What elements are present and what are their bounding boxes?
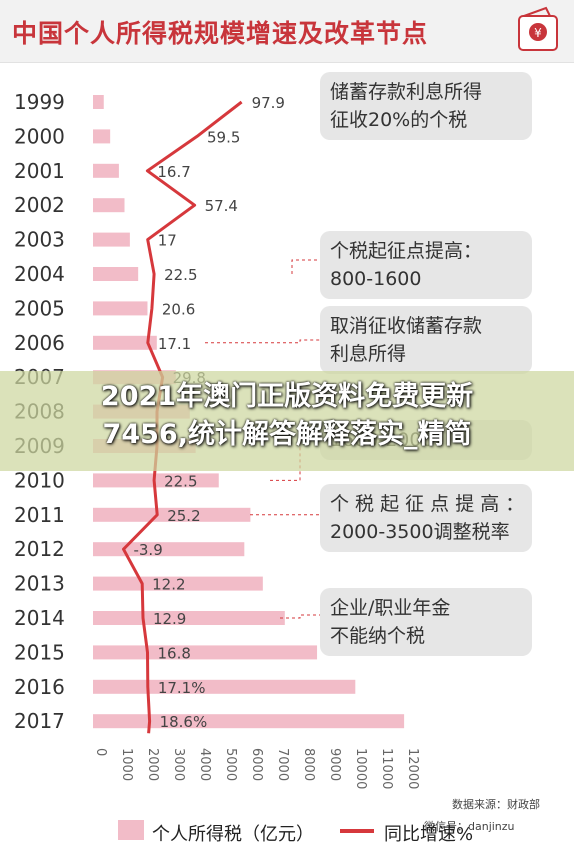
note-2014: 企业/职业年金 不能纳个税: [320, 588, 532, 656]
bar-2017: [93, 714, 405, 729]
y-tick-label: 2001: [14, 159, 65, 183]
data-label-2015: 16.8: [157, 644, 190, 662]
data-source: 数据来源：财政部: [452, 798, 540, 811]
banner-text: 2021年澳门正版资料免费更新 7456,统计解答解释落实_精简: [0, 378, 574, 454]
bar-2003: [93, 232, 130, 247]
bar-2001: [93, 163, 119, 178]
y-tick-label: 2010: [14, 468, 65, 492]
data-label-2013: 12.2: [152, 576, 185, 594]
header: 中国个人所得税规模增速及改革节点 ¥: [0, 0, 574, 63]
data-label-1999: 97.9: [252, 94, 285, 112]
x-tick-label: 4000: [197, 748, 212, 781]
data-label-2016: 17.1%: [158, 679, 206, 697]
data-label-2002: 57.4: [205, 197, 238, 215]
x-tick-label: 11000: [379, 748, 394, 789]
bar-2015: [93, 645, 318, 660]
wechat-id: 微信号：danjinzu: [424, 820, 515, 833]
note-1999: 储蓄存款利息所得 征收20%的个税: [320, 72, 532, 140]
y-tick-label: 2016: [14, 675, 65, 699]
banner-line-1: 2021年澳门正版资料免费更新: [100, 381, 474, 412]
data-label-2003: 17: [158, 232, 177, 250]
x-tick-label: 7000: [275, 748, 290, 781]
y-tick-label: 2006: [14, 331, 65, 355]
legend-line-swatch: [340, 829, 374, 833]
bar-2013: [93, 576, 263, 591]
y-tick-label: 2013: [14, 572, 65, 596]
x-tick-label: 1000: [119, 748, 134, 781]
bar-2005: [93, 301, 148, 316]
y-tick-label: 2012: [14, 537, 65, 561]
x-tick-label: 0: [93, 748, 108, 756]
x-tick-label: 2000: [145, 748, 160, 781]
bar-2012: [93, 542, 245, 557]
y-tick-label: 2003: [14, 228, 65, 252]
data-label-2014: 12.9: [153, 610, 186, 628]
y-tick-label: 2014: [14, 606, 65, 630]
bar-2000: [93, 129, 111, 144]
overlay-banner: [0, 371, 574, 471]
data-label-2001: 16.7: [157, 163, 190, 181]
data-label-2017: 18.6%: [160, 713, 208, 731]
chart-title: 中国个人所得税规模增速及改革节点: [12, 19, 429, 48]
data-label-2004: 22.5: [164, 266, 197, 284]
data-label-2000: 59.5: [207, 128, 240, 146]
note-2007: 取消征收储蓄存款 利息所得: [320, 306, 532, 374]
connector-2006: [205, 339, 320, 344]
bar-2011: [93, 507, 251, 522]
x-tick-label: 5000: [223, 748, 238, 781]
bar-2004: [93, 267, 139, 281]
x-tick-label: 3000: [171, 748, 186, 781]
bar-1999: [93, 95, 104, 109]
bar-2006: [93, 335, 157, 350]
data-label-2010: 22.5: [164, 472, 197, 490]
data-label-2006: 17.1: [158, 335, 191, 353]
data-label-2011: 25.2: [167, 507, 200, 525]
y-tick-label: 2017: [14, 709, 65, 733]
y-tick-label: 2000: [14, 124, 65, 148]
y-tick-label: 2002: [14, 193, 65, 217]
legend-bar-label: 个人所得税（亿元）: [152, 824, 314, 845]
bar-2014: [93, 611, 285, 625]
legend-bar-swatch: [118, 820, 144, 840]
y-tick-label: 1999: [14, 90, 65, 114]
data-label-2005: 20.6: [162, 300, 195, 318]
y-tick-label: 2011: [14, 503, 65, 527]
note-2011: 个 税 起 征 点 提 高 ： 2000-3500调整税率: [320, 484, 532, 552]
data-label-2012: -3.9: [133, 541, 162, 559]
connector-2014: [280, 614, 320, 619]
x-tick-label: 9000: [327, 748, 342, 781]
legend-line-label: 同比增速%: [384, 824, 474, 845]
connector-2004: [291, 259, 320, 274]
x-tick-label: 8000: [301, 748, 316, 781]
x-tick-label: 10000: [353, 748, 368, 789]
y-tick-label: 2004: [14, 262, 65, 286]
bar-2016: [93, 679, 356, 694]
y-tick-label: 2005: [14, 296, 65, 320]
x-tick-label: 12000: [405, 748, 420, 789]
data-labels: 97.959.516.757.41722.520.617.129.822.525…: [133, 94, 284, 731]
y-tick-label: 2015: [14, 640, 65, 664]
bar-2010: [93, 473, 219, 488]
svg-text:¥: ¥: [534, 26, 542, 40]
banner-line-2: 7456,统计解答解释落实_精简: [102, 419, 472, 450]
wallet-icon: ¥: [518, 6, 558, 51]
x-tick-label: 6000: [249, 748, 264, 781]
bar-2002: [93, 198, 125, 213]
x-tick-labels: 0 1000 2000 3000 4000 5000 6000 7000 8000 9000 100…: [93, 748, 420, 789]
note-2003: 个税起征点提高： 800-1600: [320, 231, 532, 299]
